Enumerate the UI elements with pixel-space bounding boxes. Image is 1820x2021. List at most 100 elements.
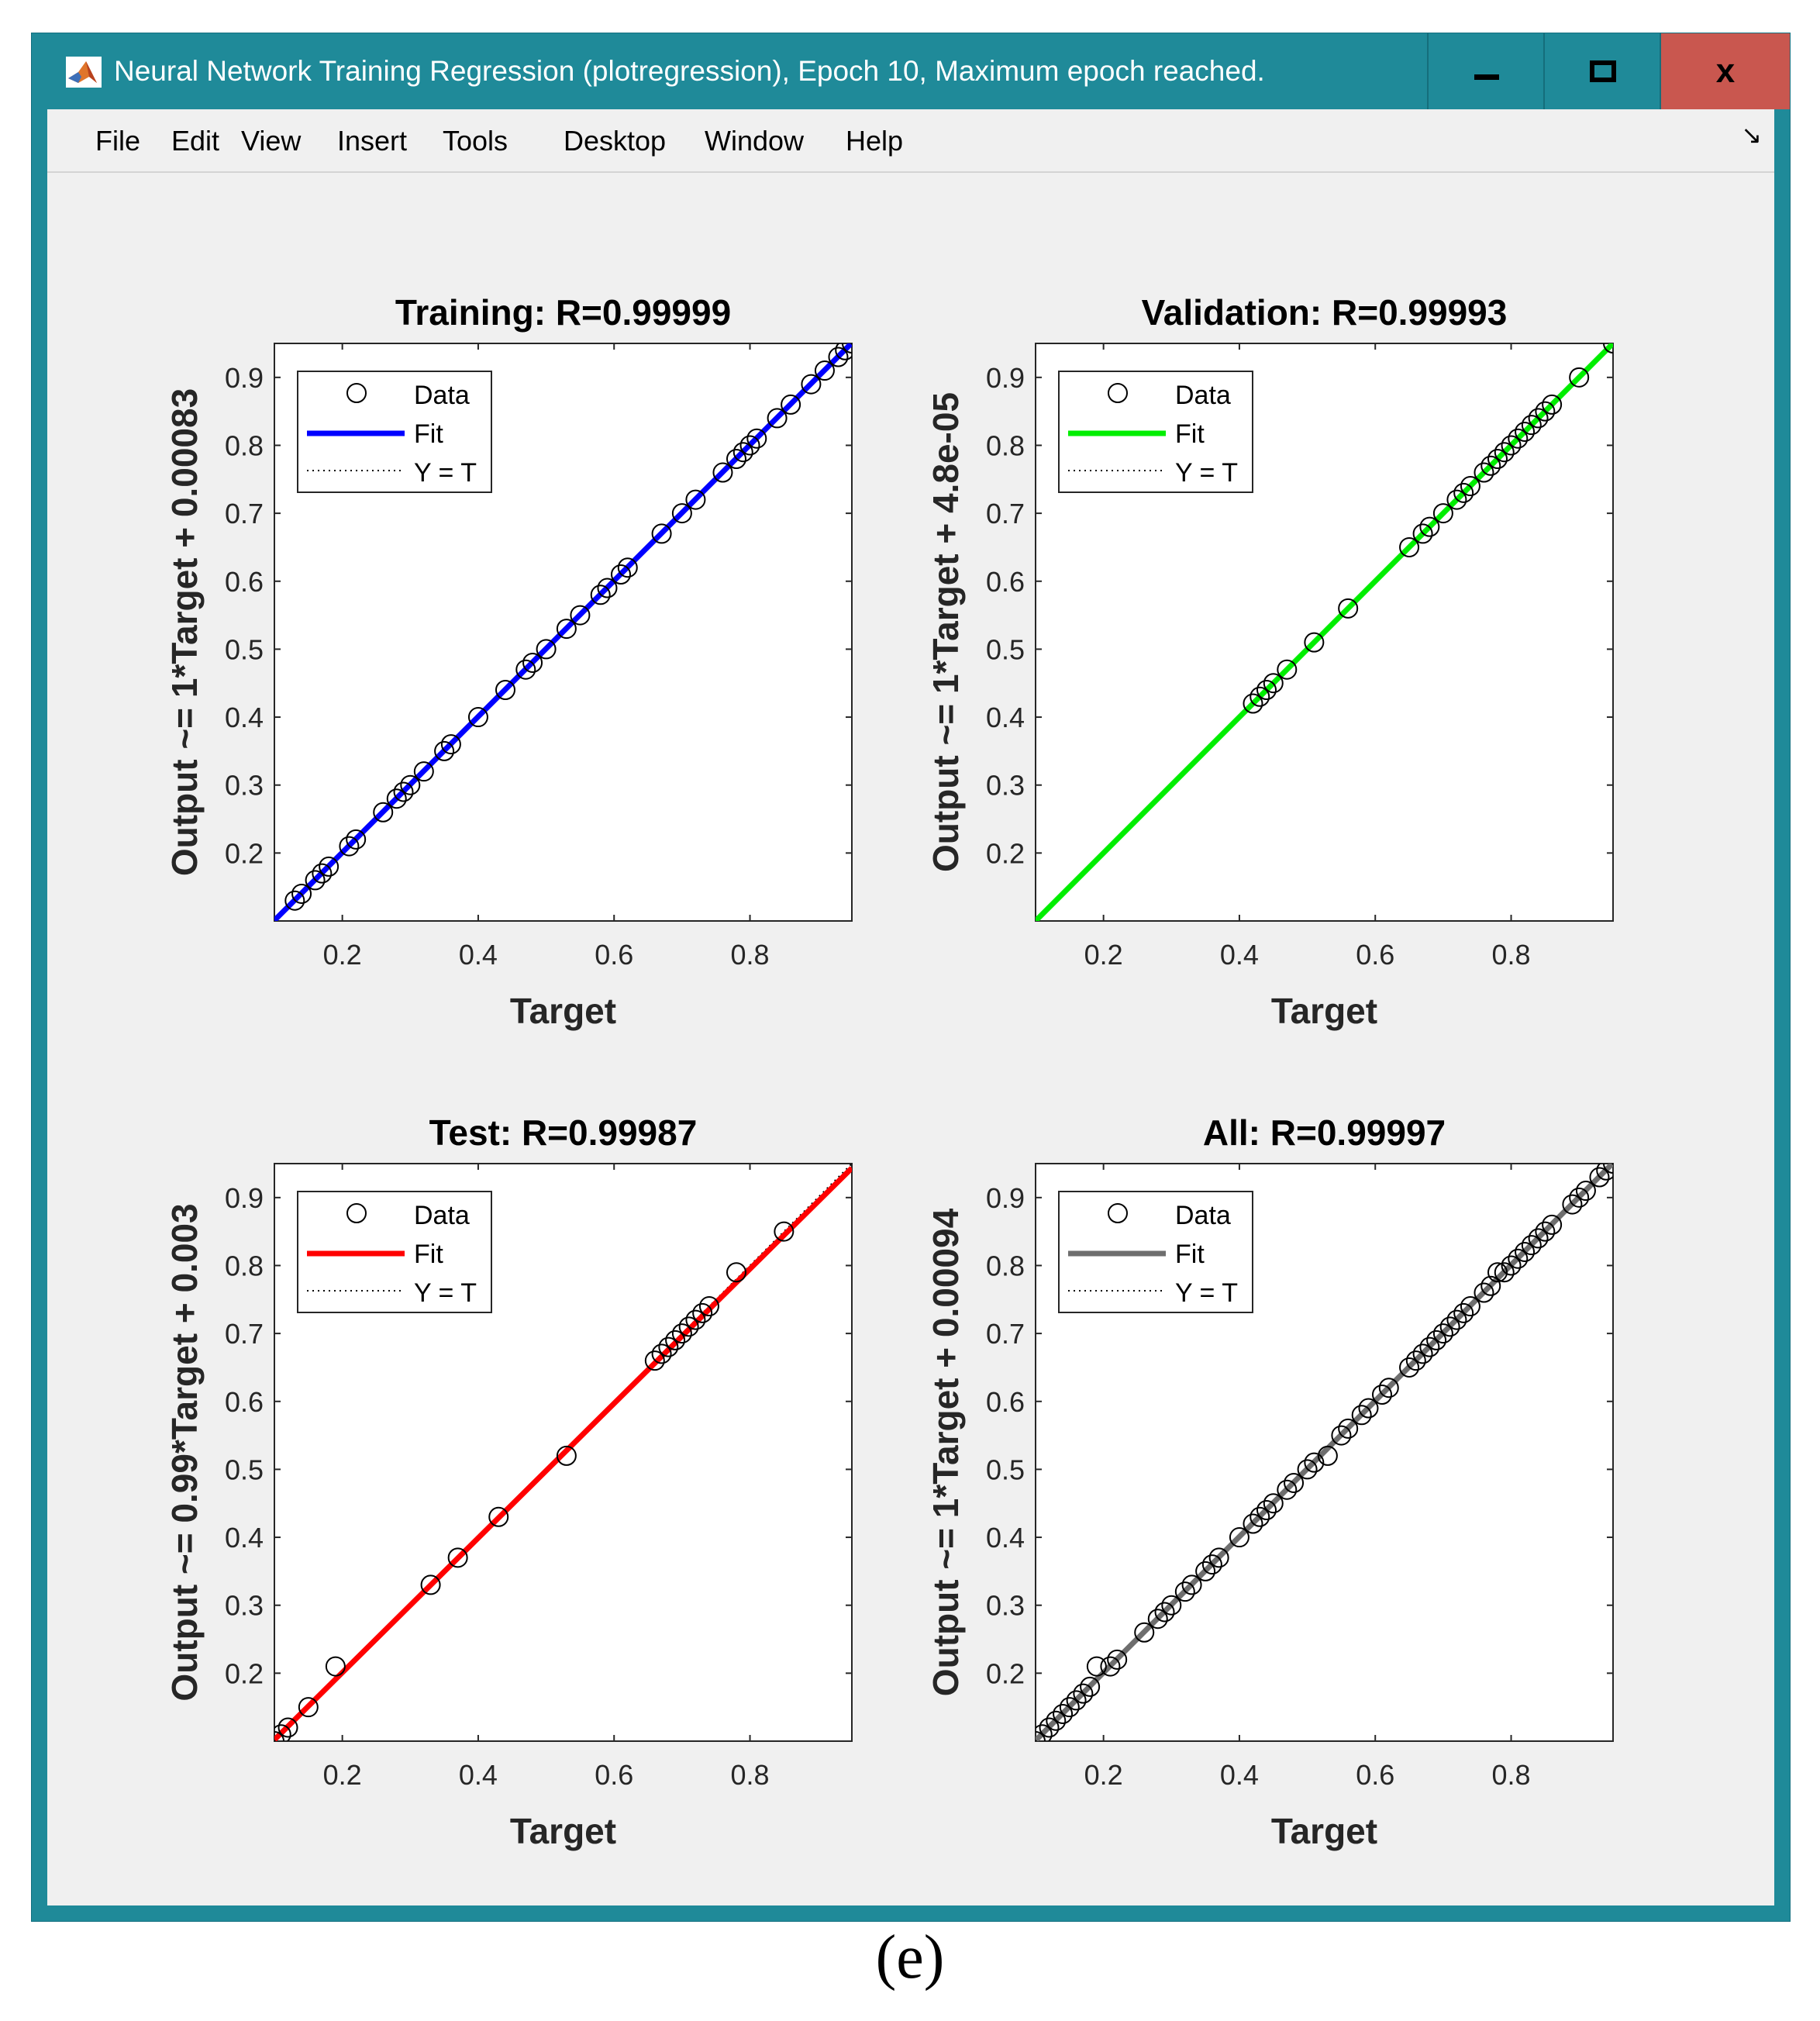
- training-data-point: [617, 557, 638, 578]
- dock-arrow-icon[interactable]: ↘: [1741, 121, 1762, 149]
- all-data-point: [1569, 1187, 1590, 1208]
- all-legend-entry: Fit: [1175, 1240, 1205, 1269]
- validation-data-point: [1494, 442, 1515, 463]
- all-data-point: [1250, 1506, 1270, 1527]
- all-data-point: [1080, 1676, 1101, 1697]
- all-data-point: [1297, 1459, 1318, 1480]
- training-title: Training: R=0.99999: [395, 292, 731, 333]
- validation-data-point: [1412, 523, 1433, 544]
- all-data-point: [1351, 1405, 1372, 1426]
- all-data-point: [1562, 1194, 1583, 1215]
- all-data-point: [1073, 1683, 1094, 1704]
- training-data-point: [835, 343, 852, 360]
- validation-data-point: [1474, 462, 1494, 483]
- validation-ytick-label: 0.8: [986, 429, 1025, 461]
- training-xtick-label: 0.8: [731, 939, 770, 971]
- minimize-button[interactable]: [1427, 33, 1545, 109]
- all-data-point: [1480, 1275, 1501, 1296]
- all-data-point: [1432, 1323, 1453, 1344]
- all-data-point: [1446, 1309, 1467, 1330]
- training-data-point: [556, 619, 577, 640]
- all-data-point: [1195, 1561, 1216, 1581]
- menu-tools[interactable]: Tools: [443, 125, 508, 157]
- close-button[interactable]: x: [1660, 33, 1790, 109]
- test-data-point: [644, 1350, 665, 1371]
- validation-data-point: [1528, 408, 1549, 429]
- all-data-point: [1487, 1262, 1508, 1283]
- all-title: All: R=0.99997: [1203, 1112, 1446, 1153]
- validation-xtick-label: 0.6: [1356, 939, 1394, 971]
- training-data-point: [726, 449, 746, 469]
- validation-plot: Validation: R=0.99993 0.2 0.4 0.6 0.8 0.2 0.3 0…: [926, 292, 1614, 1031]
- menu-desktop[interactable]: Desktop: [564, 125, 667, 157]
- training-data-point: [386, 788, 407, 809]
- training-legend-data-marker: [346, 383, 367, 403]
- training-ytick-label: 0.4: [225, 702, 264, 733]
- test-legend-entry: Fit: [414, 1240, 443, 1269]
- all-data-point: [1317, 1445, 1338, 1466]
- training-ytick-label: 0.2: [225, 837, 264, 869]
- validation-legend-entry: Data: [1175, 381, 1231, 410]
- menu-file[interactable]: File: [95, 125, 141, 157]
- maximize-button[interactable]: [1543, 33, 1661, 109]
- test-data-point: [665, 1330, 686, 1350]
- validation-xtick-label: 0.2: [1084, 939, 1123, 971]
- title-bar[interactable]: Neural Network Training Regression (plot…: [32, 33, 1790, 109]
- all-data-point: [1046, 1710, 1067, 1731]
- validation-ylabel: Output ~= 1*Target + 4.8e-05: [926, 392, 966, 872]
- all-data-point: [1174, 1581, 1195, 1602]
- all-legend-data-marker: [1108, 1203, 1128, 1223]
- validation-ytick-label: 0.9: [986, 362, 1025, 394]
- validation-data-point: [1480, 455, 1501, 476]
- all-data-point: [1508, 1248, 1529, 1269]
- training-xlabel: Target: [510, 991, 616, 1031]
- training-data-point: [400, 774, 421, 795]
- all-data-point: [1412, 1343, 1433, 1364]
- training-data-point: [284, 890, 305, 911]
- test-data-point: [277, 1717, 298, 1738]
- training-ytick-label: 0.7: [225, 498, 264, 529]
- menu-window[interactable]: Window: [705, 125, 805, 157]
- test-ytick-label: 0.5: [225, 1454, 264, 1485]
- test-data-point: [685, 1309, 706, 1330]
- validation-data-point: [1432, 503, 1453, 524]
- validation-xlabel: Target: [1271, 991, 1377, 1031]
- test-data-point: [671, 1323, 692, 1344]
- all-data-point: [1542, 1214, 1563, 1235]
- all-ytick-label: 0.3: [986, 1590, 1025, 1622]
- validation-data-point: [1453, 482, 1474, 503]
- all-data-point: [1575, 1181, 1596, 1202]
- validation-title: Validation: R=0.99993: [1142, 292, 1508, 333]
- training-data-point: [651, 523, 672, 544]
- training-data-point: [597, 578, 618, 598]
- training-data-point: [746, 428, 767, 449]
- menu-help[interactable]: Help: [846, 125, 904, 157]
- validation-ytick-label: 0.2: [986, 837, 1025, 869]
- menu-view[interactable]: View: [241, 125, 302, 157]
- test-xtick-label: 0.8: [731, 1759, 770, 1791]
- all-xtick-label: 0.4: [1220, 1759, 1259, 1791]
- all-data-point: [1494, 1262, 1515, 1283]
- test-ylabel: Output ~= 0.99*Target + 0.003: [164, 1203, 205, 1701]
- validation-data-point: [1487, 449, 1508, 469]
- all-data-point: [1589, 1167, 1610, 1188]
- validation-data-point: [1446, 489, 1467, 510]
- test-data-point: [651, 1343, 672, 1364]
- all-data-point: [1439, 1316, 1460, 1337]
- all-ylabel: Output ~= 1*Target + 0.00094: [926, 1208, 966, 1696]
- minimize-icon: [1474, 74, 1499, 80]
- all-data-point: [1372, 1385, 1392, 1405]
- test-xtick-label: 0.6: [595, 1759, 633, 1791]
- figure-window: Neural Network Training Regression (plot…: [31, 33, 1791, 1922]
- validation-data-point: [1569, 367, 1590, 388]
- test-xtick-label: 0.2: [323, 1759, 362, 1791]
- training-data-point: [801, 374, 822, 395]
- test-legend-data-marker: [346, 1203, 367, 1223]
- validation-ytick-label: 0.5: [986, 633, 1025, 665]
- menu-insert[interactable]: Insert: [337, 125, 408, 157]
- training-data-point: [373, 802, 394, 823]
- test-data-point: [274, 1724, 291, 1741]
- test-data-point: [726, 1262, 746, 1283]
- training-data-point: [305, 870, 326, 891]
- menu-edit[interactable]: Edit: [171, 125, 220, 157]
